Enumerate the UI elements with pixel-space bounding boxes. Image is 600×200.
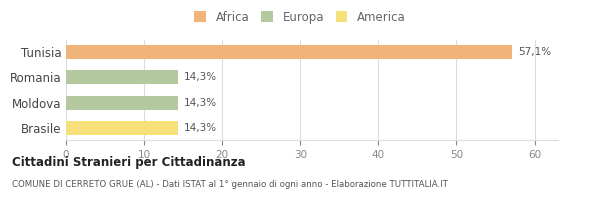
Text: COMUNE DI CERRETO GRUE (AL) - Dati ISTAT al 1° gennaio di ogni anno - Elaborazio: COMUNE DI CERRETO GRUE (AL) - Dati ISTAT…: [12, 180, 448, 189]
Text: 14,3%: 14,3%: [184, 123, 217, 133]
Text: Cittadini Stranieri per Cittadinanza: Cittadini Stranieri per Cittadinanza: [12, 156, 245, 169]
Text: 14,3%: 14,3%: [184, 98, 217, 108]
Bar: [66, 45, 512, 59]
Bar: [66, 121, 178, 135]
Legend: Africa, Europa, America: Africa, Europa, America: [190, 6, 410, 28]
Bar: [66, 96, 178, 110]
Text: 14,3%: 14,3%: [184, 72, 217, 82]
Bar: [66, 70, 178, 84]
Text: 57,1%: 57,1%: [518, 47, 551, 57]
